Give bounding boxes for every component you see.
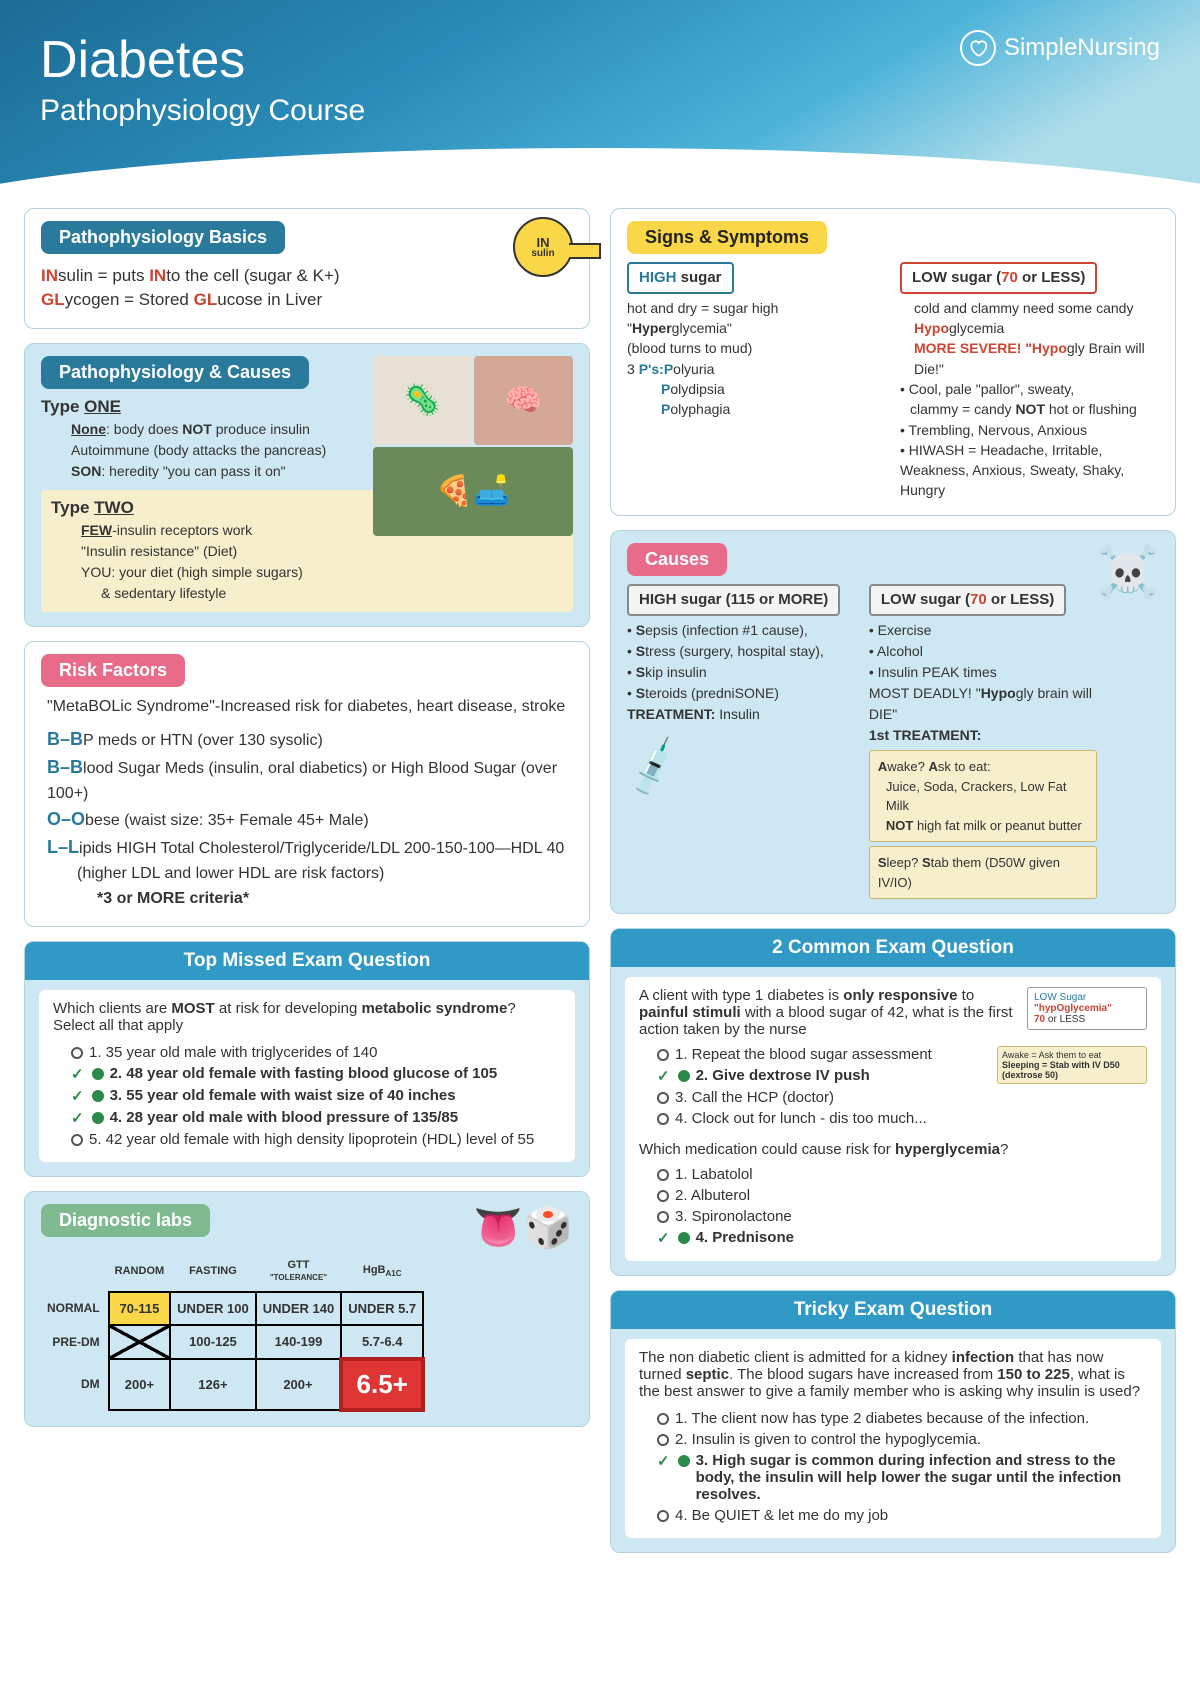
exam2-p4: ✓4. Prednisone: [639, 1229, 1147, 1247]
exam2-o2: ✓2. Give dextrose IV push: [639, 1067, 991, 1085]
patho-heading: Pathophysiology & Causes: [41, 356, 309, 389]
basics-line2: GLycogen = Stored GLucose in Liver: [41, 290, 573, 310]
high-sugar: HIGH sugar hot and dry = sugar high "Hyp…: [627, 262, 886, 501]
risk-card: Risk Factors "MetaBOLic Syndrome"-Increa…: [24, 641, 590, 927]
key-icon: IN sulin: [513, 217, 573, 277]
exam1-body: Which clients are MOST at risk for devel…: [39, 990, 575, 1162]
exam1-o1: 1. 35 year old male with triglycerides o…: [53, 1044, 561, 1061]
skull-icon: ☠️: [1097, 543, 1159, 602]
syringe-icon: 💉: [617, 728, 691, 809]
mini-note-treat: Awake = Ask them to eatSleeping = Stab w…: [997, 1046, 1147, 1084]
brand-text: SimpleNursing: [1004, 34, 1160, 62]
labs-table: RANDOMFASTING GTT"TOLERANCE" HgBA1C NORM…: [41, 1251, 425, 1412]
exam3-o4: 4. Be QUIET & let me do my job: [639, 1507, 1147, 1524]
risk-body: "MetaBOLic Syndrome"-Increased risk for …: [41, 695, 573, 912]
key-bot: sulin: [531, 249, 554, 259]
left-column: IN sulin Pathophysiology Basics INsulin …: [24, 208, 590, 1553]
patho-illustrations: 🦠🧠 🍕🛋️: [373, 356, 573, 536]
page-header: Diabetes Pathophysiology Course SimpleNu…: [0, 0, 1200, 188]
labs-heading: Diagnostic labs: [41, 1204, 210, 1237]
exam1-o2: ✓2. 48 year old female with fasting bloo…: [53, 1065, 561, 1083]
exam3-o1: 1. The client now has type 2 diabetes be…: [639, 1410, 1147, 1427]
exam1-heading: Top Missed Exam Question: [25, 942, 589, 980]
treatment-sleep: Sleep? Stab them (D50W given IV/IO): [869, 846, 1097, 899]
exam1-card: Top Missed Exam Question Which clients a…: [24, 941, 590, 1177]
mini-note-low: LOW Sugar "hypOglycemia" 70 or LESS: [1027, 987, 1147, 1030]
exam2-p3: 3. Spironolactone: [639, 1208, 1147, 1225]
low-causes: LOW sugar (70 or LESS) • Exercise• Alcoh…: [869, 584, 1097, 900]
treatment-awake: Awake? Ask to eat: Juice, Soda, Crackers…: [869, 750, 1097, 842]
exam2-body: LOW Sugar "hypOglycemia" 70 or LESS A cl…: [625, 977, 1161, 1261]
exam3-card: Tricky Exam Question The non diabetic cl…: [610, 1290, 1176, 1553]
exam2-heading: 2 Common Exam Question: [611, 929, 1175, 967]
exam1-q: Which clients are MOST at risk for devel…: [53, 1000, 561, 1034]
basics-line1: INsulin = puts INto the cell (sugar & K+…: [41, 266, 573, 286]
right-column: Signs & Symptoms HIGH sugar hot and dry …: [610, 208, 1176, 1553]
signs-heading: Signs & Symptoms: [627, 221, 827, 254]
exam3-q: The non diabetic client is admitted for …: [639, 1349, 1147, 1400]
high-causes: HIGH sugar (115 or MORE) • Sepsis (infec…: [627, 584, 855, 900]
exam3-body: The non diabetic client is admitted for …: [625, 1339, 1161, 1538]
exam2-q2: Which medication could cause risk for hy…: [639, 1141, 1147, 1158]
exam1-o3: ✓3. 55 year old female with waist size o…: [53, 1087, 561, 1105]
exam2-p2: 2. Albuterol: [639, 1187, 1147, 1204]
exam3-o2: 2. Insulin is given to control the hypog…: [639, 1431, 1147, 1448]
exam2-card: 2 Common Exam Question LOW Sugar "hypOgl…: [610, 928, 1176, 1276]
causes-card: Causes ☠️ HIGH sugar (115 or MORE) • Sep…: [610, 530, 1176, 915]
basics-card: IN sulin Pathophysiology Basics INsulin …: [24, 208, 590, 329]
exam2-p1: 1. Labatolol: [639, 1166, 1147, 1183]
exam3-o3: ✓3. High sugar is common during infectio…: [639, 1452, 1147, 1503]
content: IN sulin Pathophysiology Basics INsulin …: [0, 188, 1200, 1573]
causes-heading: Causes: [627, 543, 727, 576]
exam2-o1: 1. Repeat the blood sugar assessment: [639, 1046, 991, 1063]
exam2-o4: 4. Clock out for lunch - dis too much...: [639, 1110, 1147, 1127]
causes-body: HIGH sugar (115 or MORE) • Sepsis (infec…: [627, 584, 1097, 900]
brand: SimpleNursing: [960, 30, 1160, 66]
patho-card: Pathophysiology & Causes 🦠🧠 🍕🛋️ Type ONE…: [24, 343, 590, 627]
risk-heading: Risk Factors: [41, 654, 185, 687]
labs-card: Diagnostic labs 👅🎲 RANDOMFASTING GTT"TOL…: [24, 1191, 590, 1427]
exam3-heading: Tricky Exam Question: [611, 1291, 1175, 1329]
exam1-o4: ✓4. 28 year old male with blood pressure…: [53, 1109, 561, 1127]
low-sugar: LOW sugar (70 or LESS) cold and clammy n…: [900, 262, 1159, 501]
signs-card: Signs & Symptoms HIGH sugar hot and dry …: [610, 208, 1176, 516]
signs-body: HIGH sugar hot and dry = sugar high "Hyp…: [627, 262, 1159, 501]
exam1-o5: 5. 42 year old female with high density …: [53, 1131, 561, 1148]
page-subtitle: Pathophysiology Course: [40, 94, 1160, 128]
brand-heart-icon: [960, 30, 996, 66]
exam2-o3: 3. Call the HCP (doctor): [639, 1089, 1147, 1106]
key-top: IN: [537, 236, 550, 249]
tongue-icon: 👅🎲: [473, 1204, 573, 1251]
basics-heading: Pathophysiology Basics: [41, 221, 285, 254]
